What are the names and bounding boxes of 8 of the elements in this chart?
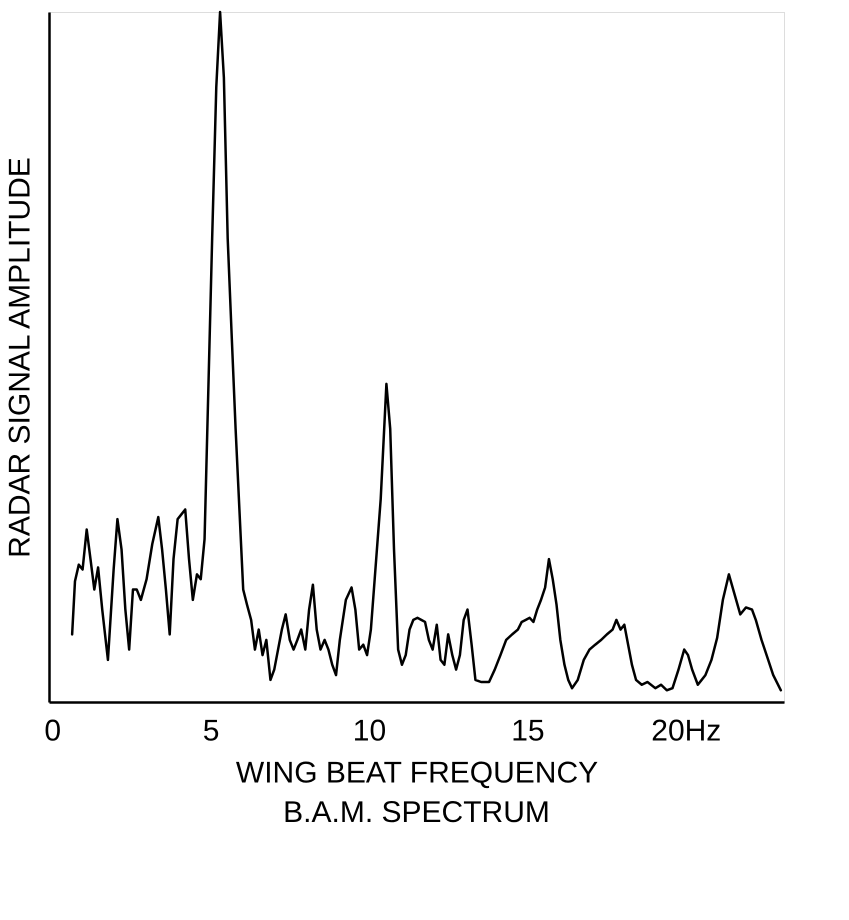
x-tick-label: 5 bbox=[202, 714, 220, 748]
x-axis-title: WING BEAT FREQUENCY bbox=[236, 756, 598, 790]
y-axis-title: RADAR SIGNAL AMPLITUDE bbox=[4, 157, 36, 558]
x-tick-label: 20Hz bbox=[651, 714, 722, 748]
x-tick-label: 10 bbox=[352, 714, 386, 748]
text: B.A.M. SPECTRUM bbox=[283, 796, 550, 829]
x-tick-label: 15 bbox=[511, 714, 545, 748]
x-tick-label: 0 bbox=[44, 714, 62, 748]
